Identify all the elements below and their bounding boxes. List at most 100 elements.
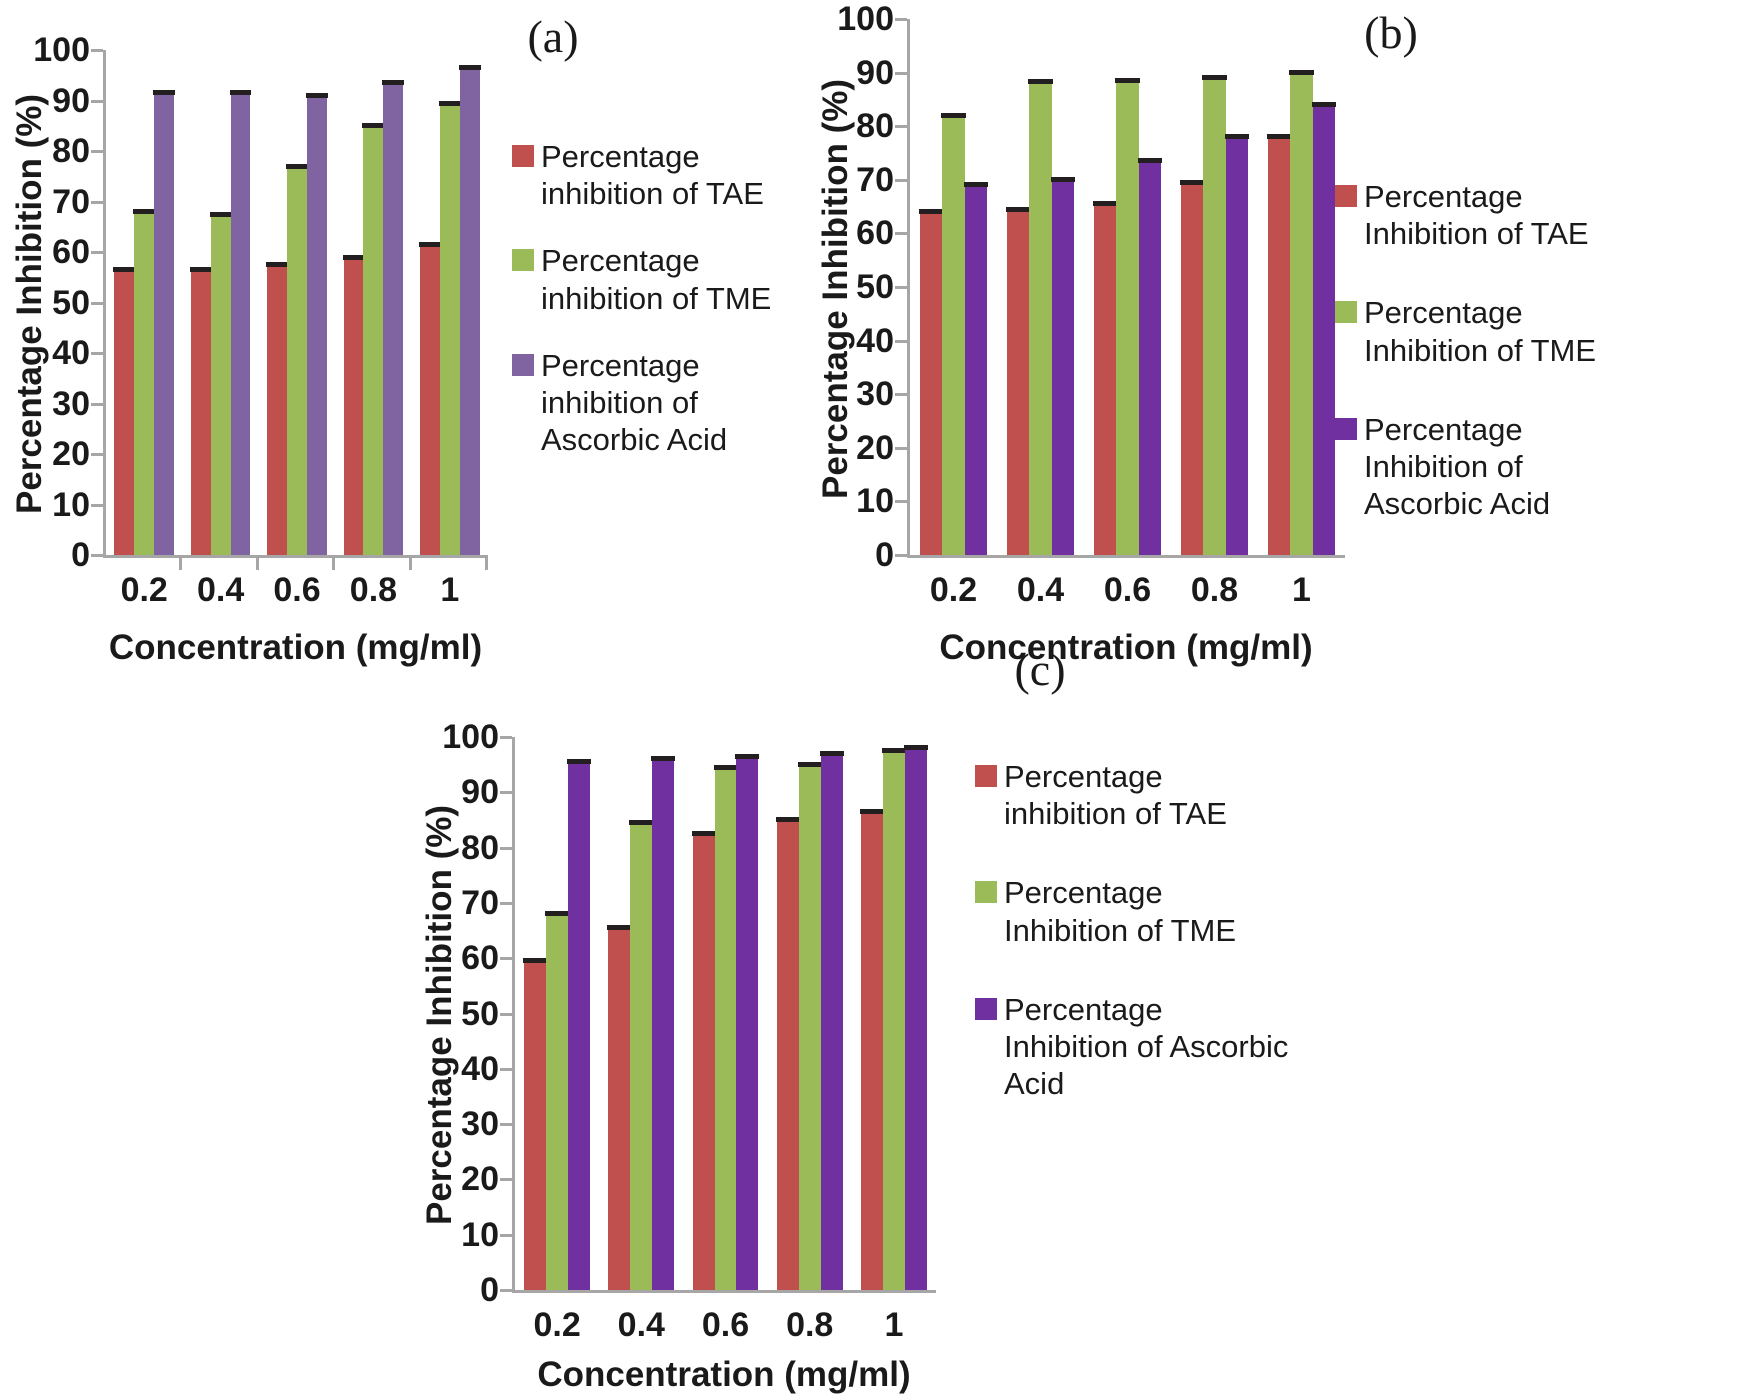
x-tick-mark bbox=[332, 558, 336, 570]
legend-label-line: Inhibition of Ascorbic bbox=[1004, 1028, 1289, 1064]
y-tick-label: 60 bbox=[461, 939, 499, 978]
y-tick-label: 90 bbox=[52, 81, 90, 120]
y-tick-mark bbox=[895, 18, 907, 21]
bar-series2-1 bbox=[881, 748, 906, 1290]
y-tick-label: 20 bbox=[856, 428, 894, 467]
bar-series1-1 bbox=[419, 241, 441, 555]
y-tick-mark bbox=[895, 393, 907, 397]
legend-label-line: Ascorbic Acid bbox=[1364, 486, 1551, 522]
y-tick-label: 50 bbox=[52, 283, 90, 322]
y-tick-label: 10 bbox=[52, 485, 90, 524]
y-tick-mark bbox=[500, 791, 512, 795]
bar-series2-0.6 bbox=[286, 163, 308, 555]
y-tick-mark bbox=[91, 352, 103, 355]
category-label-0.8: 0.8 bbox=[786, 1306, 834, 1344]
y-tick-label: 0 bbox=[875, 536, 894, 574]
legend-label-line: Ascorbic Acid bbox=[541, 422, 728, 458]
bar-series3-0.8 bbox=[819, 750, 844, 1290]
bar-series1-0.6 bbox=[1092, 201, 1117, 555]
bar-group-0.6 bbox=[259, 50, 335, 555]
legend-swatch-icon bbox=[1335, 301, 1357, 324]
y-tick-label: 70 bbox=[856, 160, 894, 199]
bar-series2-0.8 bbox=[1202, 75, 1227, 555]
bar-group-0.2 bbox=[515, 737, 599, 1290]
bar-series3-0.6 bbox=[305, 92, 328, 555]
y-tick-mark bbox=[91, 150, 103, 153]
legend-label: Percentage Inhibition of Ascorbic Acid bbox=[1364, 411, 1550, 523]
y-tick-label: 20 bbox=[461, 1160, 499, 1199]
legend-label-line: Percentage bbox=[1004, 759, 1163, 794]
x-tick-mark bbox=[485, 558, 488, 570]
bar-group-1 bbox=[412, 50, 488, 555]
legend-label: Percentage Inhibition of TAE bbox=[1364, 178, 1589, 252]
y-tick-label: 0 bbox=[480, 1271, 499, 1309]
legend-label-line: Percentage bbox=[1364, 295, 1523, 331]
legend-c: Percentage inhibition of TAE Percentage Inh… bbox=[975, 758, 1295, 1102]
panel-label-c: (c) bbox=[1014, 644, 1066, 695]
y-tick-label: 100 bbox=[837, 0, 894, 38]
y-tick-mark bbox=[91, 554, 103, 557]
bar-series3-0.2 bbox=[963, 182, 989, 555]
bar-series3-1 bbox=[458, 65, 481, 555]
y-tick-mark bbox=[500, 957, 512, 961]
legend-label-line: Inhibition of bbox=[1364, 448, 1523, 484]
y-tick-mark bbox=[91, 301, 103, 305]
y-tick-label: 70 bbox=[52, 182, 90, 221]
bar-group-0.2 bbox=[910, 19, 997, 555]
x-tick-mark bbox=[408, 558, 412, 570]
category-label-1: 1 bbox=[884, 1306, 904, 1344]
legend-swatch-icon bbox=[975, 765, 997, 787]
legend-label-line: Percentage bbox=[541, 347, 700, 383]
y-tick-label: 50 bbox=[461, 994, 499, 1033]
bar-series1-0.2 bbox=[113, 267, 136, 555]
legend-label-line: inhibition of TAE bbox=[1004, 796, 1227, 832]
y-tick-label: 80 bbox=[461, 828, 499, 867]
y-tick-mark bbox=[895, 286, 907, 289]
bar-series1-0.8 bbox=[342, 254, 365, 555]
x-axis-title-a: Concentration (mg/ml) bbox=[108, 628, 483, 667]
bar-series1-0.4 bbox=[1005, 206, 1030, 555]
category-label-0.2: 0.2 bbox=[120, 571, 168, 609]
bar-series3-0.4 bbox=[651, 756, 676, 1290]
legend-a: Percentage inhibition of TAE Percentage inh… bbox=[512, 138, 772, 458]
x-axis-title-c: Concentration (mg/ml) bbox=[537, 1355, 911, 1394]
bar-series2-0.2 bbox=[941, 112, 966, 555]
bar-group-0.6 bbox=[683, 737, 767, 1290]
category-labels: 0.2 0.4 0.6 0.8 1 bbox=[106, 569, 488, 611]
y-tick-mark bbox=[91, 453, 103, 456]
y-tick-mark bbox=[500, 1012, 512, 1016]
plot-area-a: 0 10 20 30 40 50 60 70 80 90 100 0.2 0.4 0.6 0.8 1 bbox=[33, 31, 488, 609]
legend-swatch-icon bbox=[512, 249, 534, 272]
y-tick-mark bbox=[500, 1178, 512, 1182]
legend-label-line: inhibition of bbox=[541, 384, 698, 420]
y-tick-mark bbox=[895, 554, 907, 557]
legend-label-line: Inhibition of TME bbox=[1364, 332, 1597, 368]
category-label-1: 1 bbox=[440, 571, 460, 609]
bar-series2-0.4 bbox=[629, 819, 654, 1290]
bars-layer bbox=[106, 50, 488, 555]
category-label-0.8: 0.8 bbox=[349, 571, 398, 609]
category-label-0.6: 0.6 bbox=[1103, 571, 1152, 609]
y-tick-label: 40 bbox=[856, 321, 894, 360]
bar-series1-0.8 bbox=[1179, 179, 1204, 555]
bar-group-0.8 bbox=[768, 737, 852, 1290]
y-tick-label: 40 bbox=[461, 1049, 499, 1088]
y-tick-label: 50 bbox=[856, 268, 894, 306]
bar-series3-1 bbox=[1311, 102, 1337, 555]
category-label-0.4: 0.4 bbox=[196, 571, 245, 609]
bar-series2-0.2 bbox=[545, 911, 569, 1290]
x-tick-mark bbox=[255, 558, 259, 570]
bar-group-0.6 bbox=[1084, 19, 1171, 555]
bar-group-0.2 bbox=[106, 50, 182, 555]
y-tick-mark bbox=[500, 1289, 512, 1292]
bar-series2-0.6 bbox=[713, 764, 738, 1290]
bars-layer bbox=[910, 19, 1345, 555]
panel-label-a: (a) bbox=[527, 11, 579, 62]
bar-series3-0.2 bbox=[567, 759, 591, 1290]
legend-label: Percentage Inhibition of Ascorbic Acid bbox=[1004, 991, 1288, 1103]
y-tick-mark bbox=[895, 178, 907, 182]
legend-item: Percentage Inhibition of TAE bbox=[1335, 178, 1615, 252]
bar-series1-0.4 bbox=[607, 925, 632, 1290]
bar-series3-0.2 bbox=[153, 90, 175, 555]
